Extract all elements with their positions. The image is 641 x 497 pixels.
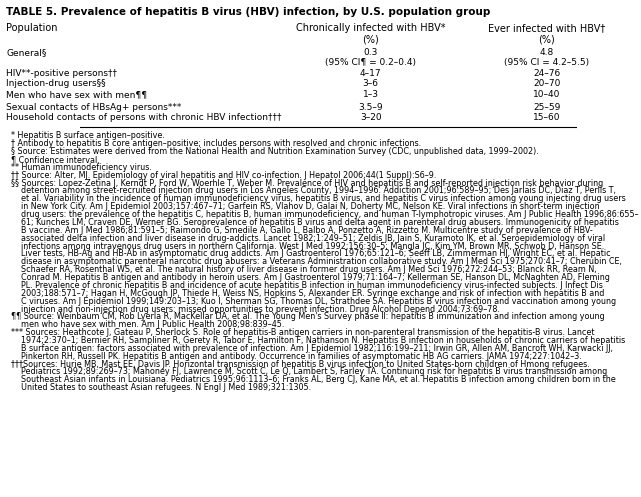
Text: ** Human immunodeficiency virus.: ** Human immunodeficiency virus. (6, 163, 153, 172)
Text: Chronically infected with HBV*
(%): Chronically infected with HBV* (%) (296, 23, 445, 45)
Text: 3–20: 3–20 (360, 113, 381, 122)
Text: Ever infected with HBV†
(%): Ever infected with HBV† (%) (488, 23, 605, 45)
Text: HIV**-positive persons††: HIV**-positive persons†† (6, 69, 117, 78)
Text: detention among street-recruited injection drug users in Los Angeles County, 199: detention among street-recruited injecti… (6, 186, 616, 195)
Text: Conrad M. Hepatitis B antigen and antibody in heroin users. Am J Gastroenterol 1: Conrad M. Hepatitis B antigen and antibo… (6, 273, 610, 282)
Text: et al. Variability in the incidence of human immunodeficiency virus, hepatitis B: et al. Variability in the incidence of h… (6, 194, 626, 203)
Text: associated delta infection and liver disease in drug-addicts. Lancet 1982;1:249–: associated delta infection and liver dis… (6, 234, 606, 243)
Text: 4–17: 4–17 (360, 69, 381, 78)
Text: disease in asymptomatic parenteral narcotic drug abusers: a Veterans Administrat: disease in asymptomatic parenteral narco… (6, 257, 622, 266)
Text: 1974;2:370–1; Bernier RH, Sampliner R, Gerety R, Tabor E, Hamilton F, Nathanson : 1974;2:370–1; Bernier RH, Sampliner R, G… (6, 336, 626, 345)
Text: ¶ Confidence interval.: ¶ Confidence interval. (6, 155, 100, 164)
Text: PL. Prevalence of chronic hepatitis B and incidence of acute hepatitis B infecti: PL. Prevalence of chronic hepatitis B an… (6, 281, 603, 290)
Text: Injection-drug users§§: Injection-drug users§§ (6, 80, 106, 88)
Text: Southeast Asian infants in Louisiana. Pediatrics 1995;96:1113–6; Franks AL, Berg: Southeast Asian infants in Louisiana. Pe… (6, 375, 616, 384)
Text: †††Sources: Hurie MB, Mast EE, Davis JP. Horizontal transmission of hepatitis B : †††Sources: Hurie MB, Mast EE, Davis JP.… (6, 360, 590, 369)
Text: Pinkerton RH, Russell PK. Hepatitis B antigen and antibody. Occurrence in famili: Pinkerton RH, Russell PK. Hepatitis B an… (6, 352, 582, 361)
Text: Household contacts of persons with chronic HBV infection†††: Household contacts of persons with chron… (6, 113, 282, 122)
Text: 61; Kunches LM, Craven DE, Werner BG. Seroprevalence of hepatitis B virus and de: 61; Kunches LM, Craven DE, Werner BG. Se… (6, 218, 619, 227)
Text: men who have sex with men. Am J Public Health 2008;98:839–45.: men who have sex with men. Am J Public H… (6, 320, 285, 329)
Text: †† Source: Alter, MJ. Epidemiology of viral hepatitis and HIV co-infection. J He: †† Source: Alter, MJ. Epidemiology of vi… (6, 170, 437, 180)
Text: injection and non-injection drug users: missed opportunities to prevent infectio: injection and non-injection drug users: … (6, 305, 500, 314)
Text: General§: General§ (6, 48, 47, 57)
Text: § Source: Estimates were derived from the National Health and Nutrition Examinat: § Source: Estimates were derived from th… (6, 147, 539, 156)
Text: 15–60: 15–60 (533, 113, 560, 122)
Text: Men who have sex with men¶¶: Men who have sex with men¶¶ (6, 90, 147, 99)
Text: *** Sources: Heathcote J, Gateau P, Sherlock S. Role of hepatitis-B antigen carr: *** Sources: Heathcote J, Gateau P, Sher… (6, 328, 595, 337)
Text: † Antibody to hepatitis B core antigen–positive; includes persons with resolved : † Antibody to hepatitis B core antigen–p… (6, 139, 422, 148)
Text: Sexual contacts of HBsAg+ persons***: Sexual contacts of HBsAg+ persons*** (6, 102, 182, 112)
Text: infections among intravenous drug users in northern California. West J Med 1992;: infections among intravenous drug users … (6, 242, 604, 250)
Text: Population: Population (6, 23, 58, 33)
Text: 2003;188:571–7; Hagan H, McGough JP, Thiede H, Weiss NS, Hopkins S, Alexander ER: 2003;188:571–7; Hagan H, McGough JP, Thi… (6, 289, 605, 298)
Text: 3.5–9: 3.5–9 (358, 102, 383, 112)
Text: C viruses. Am J Epidemiol 1999;149:203–13; Kuo I, Sherman SG, Thomas DL, Strathd: C viruses. Am J Epidemiol 1999;149:203–1… (6, 297, 617, 306)
Text: Schaefer RA, Rosenthal WS, et al. The natural history of liver disease in former: Schaefer RA, Rosenthal WS, et al. The na… (6, 265, 597, 274)
Text: TABLE 5. Prevalence of hepatitis B virus (HBV) infection, by U.S. population gro: TABLE 5. Prevalence of hepatitis B virus… (6, 7, 491, 17)
Text: 1–3: 1–3 (363, 90, 379, 99)
Text: Pediatrics 1992;89:269–73; Mahoney FJ, Lawrence M, Scott C, Le Q, Lambert S, Far: Pediatrics 1992;89:269–73; Mahoney FJ, L… (6, 367, 608, 377)
Text: B surface antigen: factors associated with prevalence of infection. Am J Epidemi: B surface antigen: factors associated wi… (6, 344, 613, 353)
Text: 3–6: 3–6 (363, 80, 379, 88)
Text: in New York City. Am J Epidemiol 2003;157:467–71; Garfein RS, Vlahov D, Galai N,: in New York City. Am J Epidemiol 2003;15… (6, 202, 600, 211)
Text: 0.3
(95% CI¶ = 0.2–0.4): 0.3 (95% CI¶ = 0.2–0.4) (325, 48, 416, 68)
Text: 20–70: 20–70 (533, 80, 560, 88)
Text: Liver tests, HB-Ag and HB-Ab in asymptomatic drug addicts. Am J Gastroenterol 19: Liver tests, HB-Ag and HB-Ab in asymptom… (6, 249, 611, 258)
Text: 24–76: 24–76 (533, 69, 560, 78)
Text: drug users: the prevalence of the hepatitis C, hepatitis B, human immunodeficien: drug users: the prevalence of the hepati… (6, 210, 639, 219)
Text: §§ Sources: Lopez-Zetina J, Kerndt P, Ford W, Woerhle T, Weber M. Prevalence of : §§ Sources: Lopez-Zetina J, Kerndt P, Fo… (6, 178, 604, 187)
Text: * Hepatitis B surface antigen–positive.: * Hepatitis B surface antigen–positive. (6, 131, 165, 140)
Text: 25–59: 25–59 (533, 102, 560, 112)
Text: ¶¶ Source: Weinbaum CM, Rob Lyerla R, MacKellar DA, et al. The Young Men's Surve: ¶¶ Source: Weinbaum CM, Rob Lyerla R, Ma… (6, 313, 605, 322)
Text: United States to southeast Asian refugees. N Engl J Med 1989;321:1305.: United States to southeast Asian refugee… (6, 383, 312, 392)
Text: 10–40: 10–40 (533, 90, 560, 99)
Text: 4.8
(95% CI = 4.2–5.5): 4.8 (95% CI = 4.2–5.5) (504, 48, 589, 68)
Text: B vaccine. Am J Med 1986;81:591–5; Raimondo G, Smedile A, Gallo L, Balbo A, Ponz: B vaccine. Am J Med 1986;81:591–5; Raimo… (6, 226, 593, 235)
